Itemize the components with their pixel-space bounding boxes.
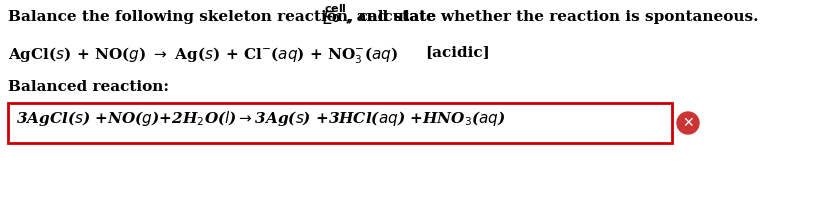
- Text: Balanced reaction:: Balanced reaction:: [8, 80, 169, 94]
- Text: AgCl($\it{s}$) + NO($\it{g}$) $\rightarrow$ Ag($\it{s}$) + Cl$^{-}$($\it{aq}$) +: AgCl($\it{s}$) + NO($\it{g}$) $\rightarr…: [8, 45, 398, 66]
- Bar: [8, 103, 672, 143]
- Text: , and state whether the reaction is spontaneous.: , and state whether the reaction is spon…: [346, 10, 758, 24]
- Circle shape: [677, 112, 699, 134]
- Text: $\mathbf{0}$: $\mathbf{0}$: [331, 12, 340, 24]
- Text: [acidic]: [acidic]: [425, 45, 489, 59]
- Text: $\mathbf{cell}$: $\mathbf{cell}$: [323, 2, 347, 14]
- Text: $\mathit{E}$: $\mathit{E}$: [322, 10, 334, 28]
- Text: Balance the following skeleton reaction, calculate: Balance the following skeleton reaction,…: [8, 10, 441, 24]
- Text: 3AgCl($s$) +NO($g$)+2H$_2$O($l$)$\rightarrow$3Ag($s$) +3HCl($aq$) +HNO$_3$($aq$): 3AgCl($s$) +NO($g$)+2H$_2$O($l$)$\righta…: [16, 109, 506, 128]
- Text: ✕: ✕: [682, 116, 694, 130]
